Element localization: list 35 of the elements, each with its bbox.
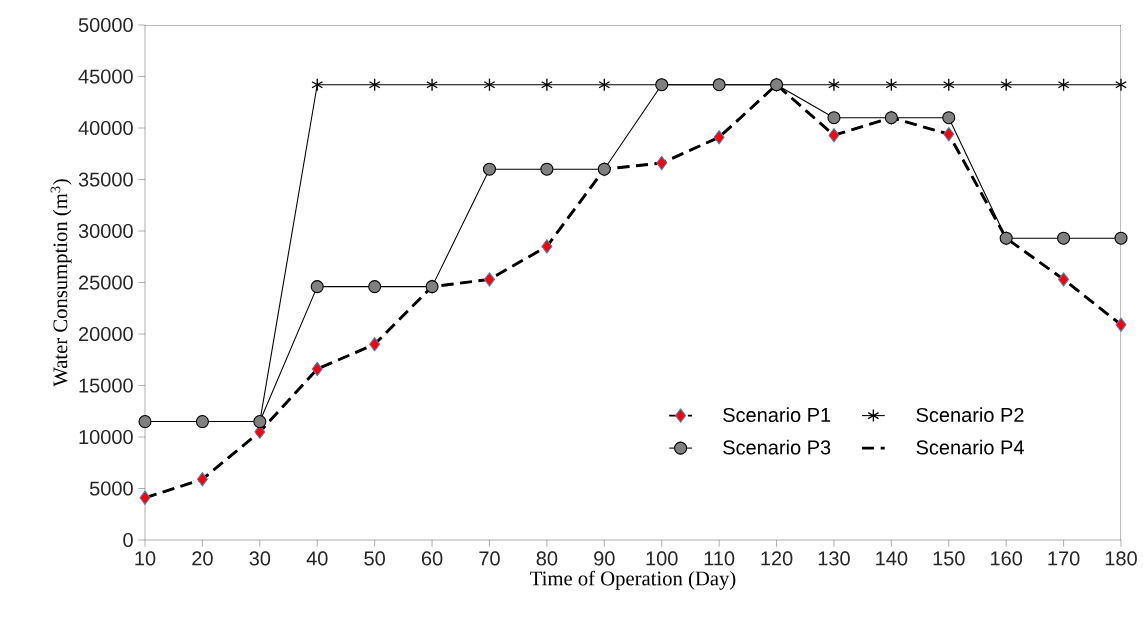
- legend-label: Scenario P4: [916, 439, 1024, 455]
- x-tick-label: 30: [249, 551, 271, 566]
- y-tick-label: 25000: [79, 275, 133, 290]
- y-tick-label: 45000: [78, 69, 133, 84]
- x-tick-label: 40: [306, 551, 328, 566]
- y-tick-label: 15000: [79, 378, 133, 393]
- x-tick-label: 180: [1105, 551, 1137, 566]
- y-tick-label: 5000: [89, 481, 133, 496]
- x-tick-label: 150: [933, 551, 965, 566]
- y-tick-label: 30000: [78, 223, 133, 239]
- legend-label: Scenario P1: [723, 407, 831, 423]
- x-tick-label: 110: [704, 551, 735, 566]
- y-tick-label: 10000: [79, 429, 133, 445]
- y-axis-title: Water Consumption (m$^{3}$): [50, 179, 72, 387]
- x-tick-label: 170: [1048, 551, 1080, 566]
- y-tick-label: 0: [123, 532, 133, 548]
- y-tick-label: 35000: [78, 172, 133, 187]
- y-tick-label: 50000: [78, 17, 133, 33]
- x-tick-label: 100: [646, 551, 678, 566]
- x-axis-title: Time of Operation (Day): [530, 570, 736, 590]
- x-tick-label: 140: [876, 551, 908, 566]
- x-tick-label: 160: [991, 551, 1023, 566]
- x-tick-label: 10: [135, 551, 156, 566]
- x-tick-label: 20: [192, 551, 213, 566]
- legend-label: Scenario P3: [723, 439, 831, 455]
- y-tick-label: 40000: [78, 120, 133, 136]
- x-tick-label: 130: [818, 551, 850, 566]
- x-tick-label: 120: [761, 551, 793, 566]
- x-tick-label: 70: [479, 551, 500, 566]
- x-tick-label: 60: [421, 551, 443, 566]
- x-tick-label: 50: [364, 551, 385, 566]
- y-tick-label: 20000: [79, 326, 133, 342]
- x-tick-label: 90: [594, 551, 615, 566]
- legend-label: Scenario P2: [916, 407, 1024, 423]
- x-tick-label: 80: [536, 551, 558, 566]
